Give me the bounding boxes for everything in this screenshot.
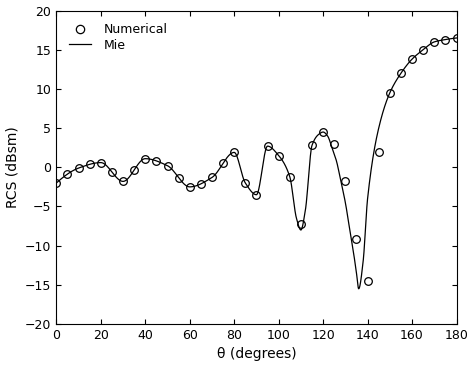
X-axis label: θ (degrees): θ (degrees)	[217, 348, 296, 361]
Legend: Numerical, Mie: Numerical, Mie	[63, 17, 174, 58]
Y-axis label: RCS (dBsm): RCS (dBsm)	[6, 126, 19, 208]
